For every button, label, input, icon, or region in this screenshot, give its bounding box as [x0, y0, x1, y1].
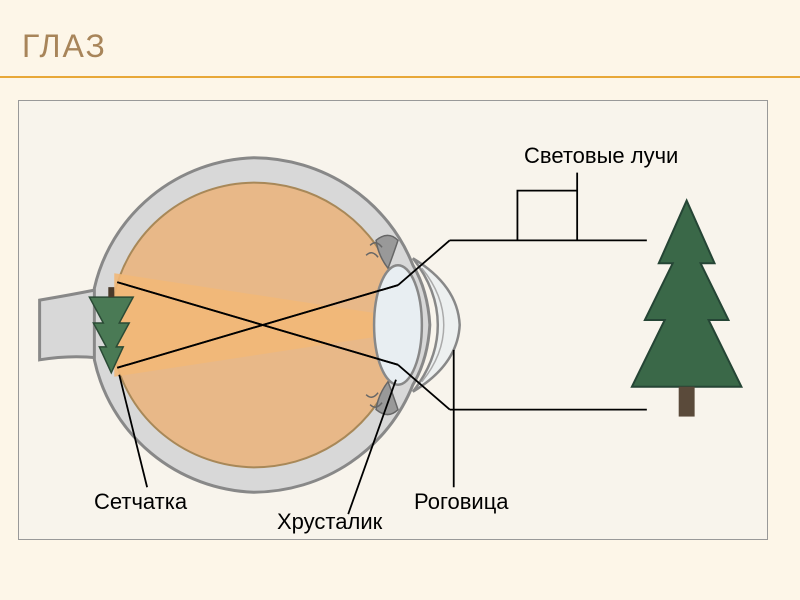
title-divider [0, 76, 800, 78]
eye-diagram: Световые лучи Роговица Хрусталик Сетчатк… [18, 100, 768, 540]
slide-title: ГЛАЗ [22, 28, 107, 65]
label-retina: Сетчатка [94, 489, 187, 515]
label-cornea: Роговица [414, 489, 509, 515]
leader-light-rays [517, 173, 577, 241]
object-tree [632, 201, 742, 417]
slide-container: ГЛАЗ [0, 0, 800, 600]
label-light-rays: Световые лучи [524, 143, 678, 169]
eye-lens [374, 265, 422, 384]
optic-nerve [40, 290, 98, 360]
label-lens: Хрусталик [277, 509, 382, 535]
